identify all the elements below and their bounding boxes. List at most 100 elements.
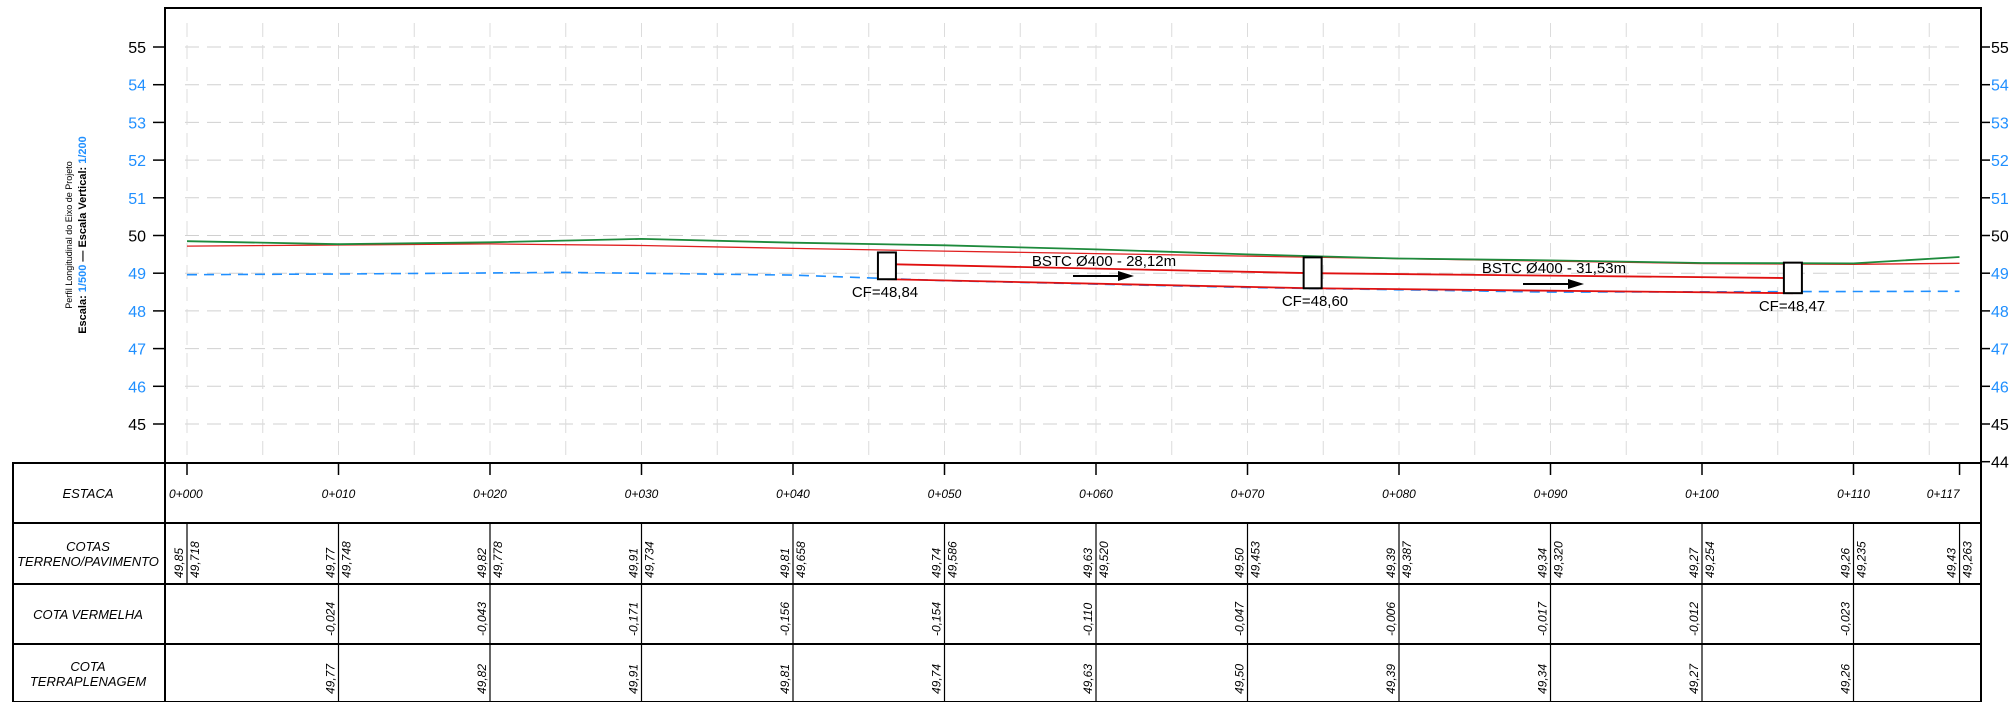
y-tick-label-right: 53 — [1991, 115, 2009, 132]
y-tick-label: 49 — [128, 266, 146, 283]
cota-pavimento: 49,734 — [643, 541, 657, 578]
cota-terreno: 49,81 — [778, 548, 792, 578]
y-tick-label-right: 44 — [1991, 455, 2009, 472]
manhole-1 — [876, 251, 897, 281]
grid — [185, 23, 1961, 458]
manhole-3 — [1782, 261, 1803, 295]
manhole-2 — [1302, 256, 1323, 290]
scale-label: Escala: — [77, 295, 89, 334]
cota-pavimento: 49,263 — [1961, 541, 1975, 578]
cota-terreno: 49,63 — [1081, 548, 1095, 578]
y-tick-label: 52 — [128, 153, 146, 170]
pipe-invert-line — [886, 278, 1313, 290]
right-axis: 55 54 53 52 51 50 49 48 47 46 45 44 — [1981, 40, 2009, 472]
estaca-label: 0+100 — [1685, 487, 1719, 501]
scale-v-value: 1/200 — [77, 136, 89, 164]
y-tick-label-right: 49 — [1991, 266, 2009, 283]
cota-terreno: 49,91 — [627, 548, 641, 578]
cota-terreno: 49,43 — [1945, 548, 1959, 578]
cota-pavimento: 49,658 — [794, 541, 808, 578]
row-title-vermelha: COTA VERMELHA — [33, 607, 143, 622]
estaca-label: 0+070 — [1231, 487, 1265, 501]
cota-vermelha: -0,043 — [475, 602, 489, 636]
cota-vermelha: -0,154 — [930, 602, 944, 636]
pipe-invert-line — [1312, 287, 1793, 295]
row-title-terrap-1: COTA — [70, 659, 105, 674]
y-tick-label: 47 — [128, 342, 146, 359]
y-tick-label-right: 47 — [1991, 342, 2009, 359]
estaca-label: 0+020 — [473, 487, 507, 501]
y-tick-label: 53 — [128, 115, 146, 132]
y-tick-label-right: 51 — [1991, 191, 2009, 208]
row-title-cotas-2: TERRENO/PAVIMENTO — [17, 554, 159, 569]
estaca-label: 0+090 — [1534, 487, 1568, 501]
cota-terraplenagem: 49,39 — [1384, 664, 1398, 694]
cota-terreno: 49,85 — [172, 548, 186, 578]
cota-pavimento: 49,254 — [1703, 541, 1717, 578]
cota-vermelha: -0,171 — [627, 602, 641, 636]
cota-terreno: 49,82 — [475, 548, 489, 578]
y-tick-label: 50 — [128, 229, 146, 246]
pipe-crown-line — [886, 263, 1313, 275]
y-tick-label-right: 48 — [1991, 304, 2009, 321]
cota-pavimento: 49,748 — [340, 541, 354, 578]
cota-terreno: 49,74 — [930, 548, 944, 578]
cf-label-2: CF=48,60 — [1282, 293, 1348, 310]
cf-label-1: CF=48,84 — [852, 284, 918, 301]
y-tick-label-right: 55 — [1991, 40, 2009, 57]
cota-vermelha: -0,012 — [1687, 602, 1701, 636]
cota-pavimento: 49,387 — [1400, 540, 1414, 578]
table-cells: 0+000 0+010 0+020 0+030 0+040 0+050 0+060 0+070… — [169, 463, 1975, 702]
scale-v-label: Escala Vertical: — [77, 167, 89, 248]
y-tick-label-right: 50 — [1991, 229, 2009, 246]
cota-vermelha: -0,024 — [324, 602, 338, 636]
estaca-label: 0+060 — [1079, 487, 1113, 501]
cota-terraplenagem: 49,63 — [1081, 664, 1095, 694]
pipe-label-2: BSTC Ø400 - 31,53m — [1482, 260, 1626, 277]
y-tick-label: 46 — [128, 379, 146, 396]
estaca-label: 0+117 — [1927, 487, 1961, 501]
cota-terraplenagem: 49,26 — [1839, 664, 1853, 694]
cota-terreno: 49,77 — [324, 547, 338, 578]
cota-vermelha: -0,047 — [1233, 601, 1247, 636]
y-tick-label-right: 45 — [1991, 417, 2009, 434]
cota-terreno: 49,50 — [1233, 548, 1247, 578]
side-title-line1: Perfil Longitudinal do Eixo de Projeto — [64, 161, 74, 309]
y-tick-label: 45 — [128, 417, 146, 434]
cota-terraplenagem: 49,74 — [930, 664, 944, 694]
profile-lines — [186, 237, 1960, 293]
estaca-label: 0+000 — [169, 487, 203, 501]
estaca-label: 0+110 — [1837, 487, 1870, 501]
cota-pavimento: 49,520 — [1097, 541, 1111, 578]
reference-dashed-line — [186, 271, 1960, 293]
left-axis: 55 54 53 52 51 50 49 48 47 46 45 — [128, 40, 165, 434]
cota-terreno: 49,39 — [1384, 548, 1398, 578]
scale-separator: — — [77, 248, 89, 262]
cota-pavimento: 49,320 — [1552, 541, 1566, 578]
row-title-estaca: ESTACA — [62, 486, 113, 501]
flow-arrow-1 — [1073, 271, 1134, 281]
row-title-cotas-1: COTAS — [66, 539, 110, 554]
scale-h-value: 1/500 — [77, 265, 89, 293]
cota-vermelha: -0,023 — [1839, 602, 1853, 636]
pipe-crown-line — [1312, 272, 1793, 280]
cota-terreno: 49,34 — [1536, 548, 1550, 578]
cota-vermelha: -0,156 — [778, 602, 792, 636]
pipe-label-1: BSTC Ø400 - 28,12m — [1032, 253, 1176, 270]
cota-terraplenagem: 49,82 — [475, 664, 489, 694]
cota-pavimento: 49,453 — [1249, 541, 1263, 578]
cota-vermelha: -0,110 — [1081, 603, 1095, 636]
estaca-label: 0+030 — [625, 487, 659, 501]
estaca-label: 0+010 — [322, 487, 356, 501]
y-tick-label: 51 — [128, 191, 146, 208]
estaca-label: 0+040 — [776, 487, 810, 501]
y-tick-label-right: 46 — [1991, 379, 2009, 396]
data-table: ESTACA COTAS TERRENO/PAVIMENTO COTA VERM… — [12, 462, 1982, 703]
y-tick-label: 48 — [128, 304, 146, 321]
cota-vermelha: -0,006 — [1384, 602, 1398, 636]
flow-arrow-2 — [1523, 279, 1584, 289]
cota-terreno: 49,26 — [1839, 548, 1853, 578]
cota-vermelha: -0,017 — [1536, 601, 1550, 636]
y-tick-label-right: 54 — [1991, 78, 2009, 95]
